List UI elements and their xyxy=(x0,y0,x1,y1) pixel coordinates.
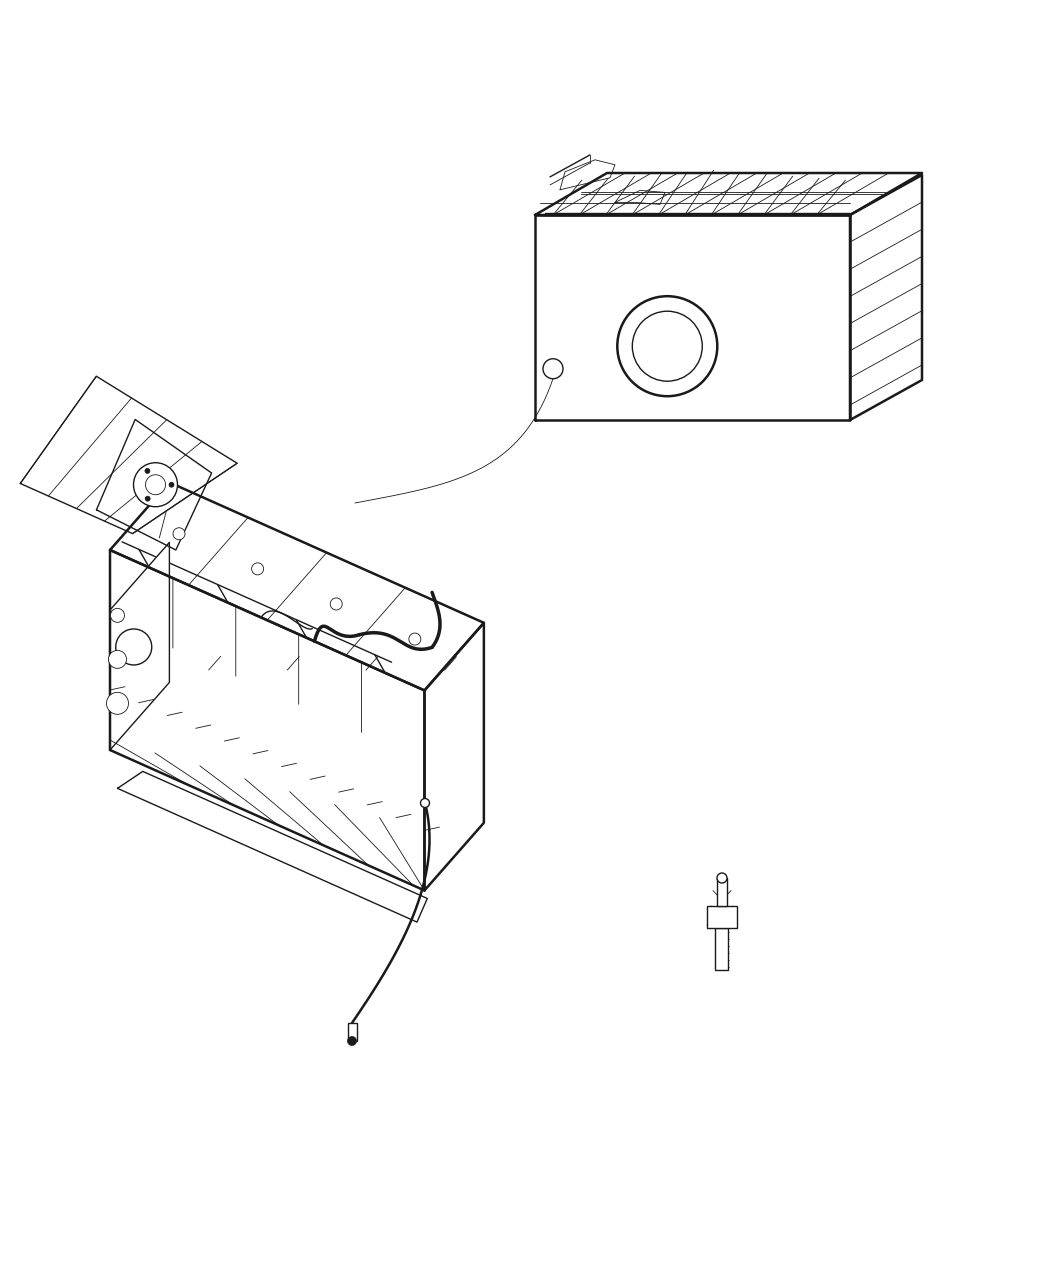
Polygon shape xyxy=(850,175,922,419)
Polygon shape xyxy=(97,419,212,550)
Circle shape xyxy=(145,468,150,473)
Circle shape xyxy=(173,528,185,539)
Circle shape xyxy=(146,474,166,495)
Bar xyxy=(717,878,727,907)
Circle shape xyxy=(717,873,727,884)
Polygon shape xyxy=(110,482,484,691)
Polygon shape xyxy=(110,542,169,750)
Circle shape xyxy=(420,798,429,807)
Polygon shape xyxy=(536,215,850,419)
Polygon shape xyxy=(424,622,484,890)
Polygon shape xyxy=(118,771,427,922)
Circle shape xyxy=(145,496,150,501)
Polygon shape xyxy=(560,159,615,190)
Circle shape xyxy=(106,692,128,714)
Circle shape xyxy=(543,358,563,379)
Circle shape xyxy=(116,629,152,666)
Circle shape xyxy=(348,1037,357,1045)
Circle shape xyxy=(169,482,174,487)
Circle shape xyxy=(252,562,264,575)
Circle shape xyxy=(108,650,126,668)
Circle shape xyxy=(617,296,717,397)
Circle shape xyxy=(331,598,342,609)
Bar xyxy=(715,928,729,970)
Polygon shape xyxy=(110,550,424,890)
Bar xyxy=(348,1023,357,1040)
Polygon shape xyxy=(20,376,237,534)
Polygon shape xyxy=(536,173,922,215)
Circle shape xyxy=(408,634,421,645)
Circle shape xyxy=(133,463,177,506)
FancyBboxPatch shape xyxy=(707,907,737,928)
Circle shape xyxy=(110,608,125,622)
